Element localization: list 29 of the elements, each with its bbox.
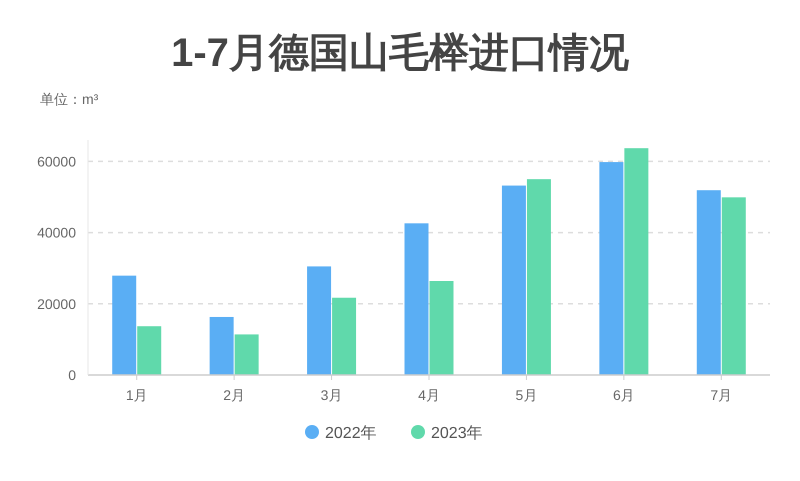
bar: [722, 197, 746, 375]
chart-subtitle: 单位：m³: [40, 91, 99, 107]
bar: [624, 148, 648, 375]
bar: [210, 316, 234, 375]
chart-title: 1-7月德国山毛榉进口情况: [171, 31, 629, 75]
x-tick-label: 1月: [126, 387, 148, 403]
legend-label: 2023年: [431, 425, 483, 442]
bar: [502, 186, 526, 375]
bar: [137, 326, 162, 375]
y-tick-label: 20000: [37, 296, 76, 312]
x-tick-label: 3月: [320, 387, 342, 403]
bar: [526, 179, 551, 375]
bar: [234, 334, 259, 375]
bar: [599, 162, 624, 375]
bar: [696, 190, 721, 375]
x-tick-label: 2月: [223, 387, 246, 403]
y-tick-label: 0: [68, 367, 76, 383]
x-tick-label: 4月: [418, 387, 440, 403]
bar: [332, 298, 356, 375]
bar: [430, 281, 454, 375]
y-tick-label: 40000: [37, 224, 76, 241]
x-tick-label: 5月: [516, 387, 538, 403]
y-tick-label: 60000: [37, 153, 76, 170]
x-tick-label: 7月: [710, 387, 732, 403]
bar: [404, 223, 428, 375]
legend-label: 2022年: [325, 425, 377, 442]
bar: [112, 276, 136, 375]
bar: [307, 266, 332, 375]
x-tick-label: 6月: [612, 387, 635, 403]
